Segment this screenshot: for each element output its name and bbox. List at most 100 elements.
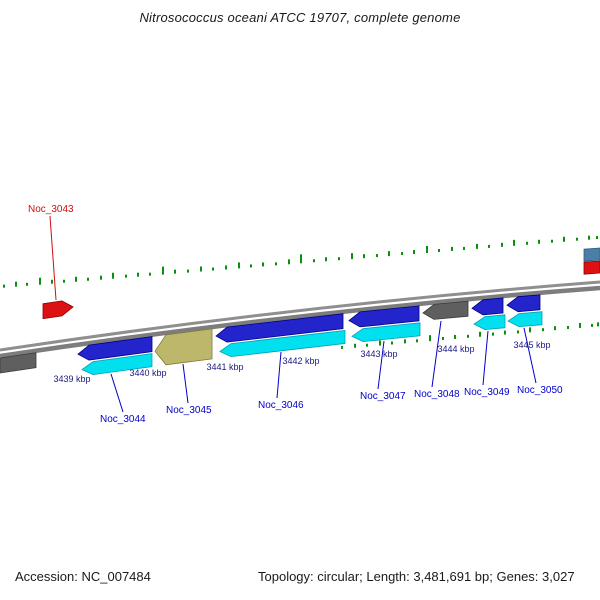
density-tick bbox=[87, 277, 89, 281]
gene-arrow-noc-3044-cds[interactable] bbox=[81, 353, 153, 376]
density-tick bbox=[26, 282, 28, 286]
label-leader-line-noc_3049 bbox=[482, 330, 489, 386]
gene-arrow-noc-3047[interactable] bbox=[348, 305, 420, 328]
density-tick bbox=[39, 277, 41, 285]
density-tick bbox=[529, 327, 531, 333]
density-tick bbox=[596, 236, 598, 240]
density-tick bbox=[526, 241, 528, 245]
density-tick bbox=[187, 269, 189, 273]
gene-arrow-noc-3046[interactable] bbox=[215, 313, 344, 343]
density-tick bbox=[426, 245, 428, 253]
label-leader-line-noc_3048 bbox=[431, 320, 442, 388]
density-tick bbox=[162, 266, 164, 275]
density-tick bbox=[325, 257, 327, 262]
density-tick bbox=[597, 322, 599, 327]
label-leader-line-noc_3050 bbox=[523, 327, 537, 384]
density-tick bbox=[63, 279, 65, 283]
density-tick bbox=[504, 330, 506, 335]
density-tick bbox=[313, 259, 315, 263]
density-tick bbox=[275, 262, 277, 266]
density-tick bbox=[579, 322, 581, 328]
density-tick bbox=[366, 343, 368, 347]
density-tick bbox=[538, 239, 540, 244]
density-tick bbox=[341, 345, 343, 349]
axis-label-3441-kbp: 3441 kbp bbox=[206, 362, 243, 372]
density-tick bbox=[442, 337, 444, 341]
density-tick bbox=[517, 330, 519, 334]
density-tick bbox=[338, 257, 340, 261]
density-tick bbox=[262, 262, 264, 267]
density-tick bbox=[363, 254, 365, 259]
gene-arrow-noc-3050-cds[interactable] bbox=[507, 311, 543, 328]
density-tick bbox=[288, 259, 290, 265]
density-tick bbox=[391, 341, 393, 345]
gene-label-noc_3048[interactable]: Noc_3048 bbox=[414, 389, 460, 400]
label-leader-line-noc_3043 bbox=[49, 215, 57, 301]
gene-arrow-noc-3043[interactable] bbox=[42, 300, 74, 320]
gene-arrow-noc-3047-cds[interactable] bbox=[351, 322, 421, 343]
density-tick bbox=[376, 254, 378, 258]
density-tick bbox=[416, 339, 418, 343]
gene-label-noc_3047[interactable]: Noc_3047 bbox=[360, 391, 406, 402]
density-tick bbox=[413, 250, 415, 255]
density-tick bbox=[75, 276, 77, 282]
density-tick bbox=[112, 272, 114, 279]
density-tick bbox=[554, 326, 556, 331]
density-tick bbox=[388, 251, 390, 257]
density-tick bbox=[225, 265, 227, 270]
gene-arrow-noc-3046-cds[interactable] bbox=[219, 330, 346, 358]
density-tick bbox=[125, 274, 127, 278]
density-tick bbox=[591, 323, 593, 327]
axis-label-3445-kbp: 3445 kbp bbox=[513, 340, 550, 350]
density-tick bbox=[100, 275, 102, 280]
gene-arrow-noc-3049-cds[interactable] bbox=[473, 314, 506, 331]
density-tick bbox=[404, 339, 406, 344]
density-tick bbox=[250, 264, 252, 268]
density-tick bbox=[576, 237, 578, 241]
gene-arrow-partial-right-red[interactable] bbox=[583, 260, 600, 275]
gene-arrow-noc-3048[interactable] bbox=[422, 300, 469, 320]
density-tick bbox=[174, 269, 176, 274]
topology-text: Topology: circular; Length: 3,481,691 bp… bbox=[258, 569, 575, 584]
gene-arrow-noc-3045[interactable] bbox=[154, 328, 213, 366]
density-tick bbox=[454, 334, 456, 339]
density-tick bbox=[588, 235, 590, 240]
gene-arrow-partial-left[interactable] bbox=[0, 352, 37, 374]
gene-arrow-noc-3049[interactable] bbox=[471, 297, 504, 316]
density-tick bbox=[3, 284, 5, 288]
density-tick bbox=[463, 246, 465, 250]
gene-label-noc_3049[interactable]: Noc_3049 bbox=[464, 387, 510, 398]
density-tick bbox=[451, 246, 453, 251]
density-tick bbox=[300, 254, 302, 264]
gene-label-noc_3044[interactable]: Noc_3044 bbox=[100, 414, 146, 425]
axis-label-3440-kbp: 3440 kbp bbox=[129, 368, 166, 378]
label-leader-line-noc_3045 bbox=[182, 363, 189, 404]
genome-ruler-top-strand bbox=[0, 280, 600, 352]
accession-text: Accession: NC_007484 bbox=[15, 569, 151, 584]
gene-arrow-partial-right-top[interactable] bbox=[583, 247, 600, 262]
density-tick bbox=[429, 335, 431, 342]
gene-label-noc_3046[interactable]: Noc_3046 bbox=[258, 400, 304, 411]
axis-label-3443-kbp: 3443 kbp bbox=[360, 349, 397, 359]
axis-label-3444-kbp: 3444 kbp bbox=[437, 344, 474, 354]
gene-label-noc_3045[interactable]: Noc_3045 bbox=[166, 405, 212, 416]
density-tick bbox=[488, 244, 490, 248]
gene-arrow-noc-3044[interactable] bbox=[77, 336, 153, 361]
gene-label-noc_3043[interactable]: Noc_3043 bbox=[28, 204, 74, 215]
density-tick bbox=[551, 239, 553, 243]
density-tick bbox=[513, 239, 515, 246]
gene-label-noc_3050[interactable]: Noc_3050 bbox=[517, 385, 563, 396]
genome-ruler-bottom-strand bbox=[0, 285, 600, 359]
density-tick bbox=[492, 332, 494, 336]
density-tick bbox=[51, 279, 53, 284]
axis-label-3442-kbp: 3442 kbp bbox=[282, 356, 319, 366]
density-tick bbox=[137, 272, 139, 277]
density-tick bbox=[238, 262, 240, 269]
density-tick bbox=[467, 334, 469, 338]
density-tick bbox=[479, 331, 481, 337]
density-tick bbox=[542, 328, 544, 332]
density-tick bbox=[476, 243, 478, 249]
label-leader-line-noc_3047 bbox=[377, 340, 385, 390]
gene-arrow-noc-3050[interactable] bbox=[506, 294, 541, 313]
